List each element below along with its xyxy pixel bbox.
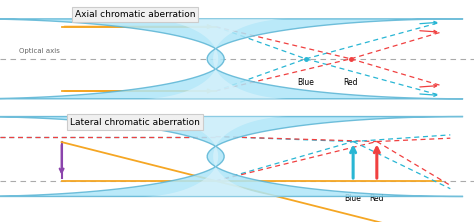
Text: Red: Red [370,194,384,203]
Text: Red: Red [344,78,358,87]
Text: Lateral chromatic aberration: Lateral chromatic aberration [70,118,200,127]
Polygon shape [0,117,463,196]
Text: Blue: Blue [297,78,314,87]
Text: Blue: Blue [345,194,362,203]
Polygon shape [0,19,463,99]
Polygon shape [141,117,290,196]
Text: Optical axis: Optical axis [19,48,60,54]
Polygon shape [141,19,290,99]
Text: Axial chromatic aberration: Axial chromatic aberration [75,10,195,19]
